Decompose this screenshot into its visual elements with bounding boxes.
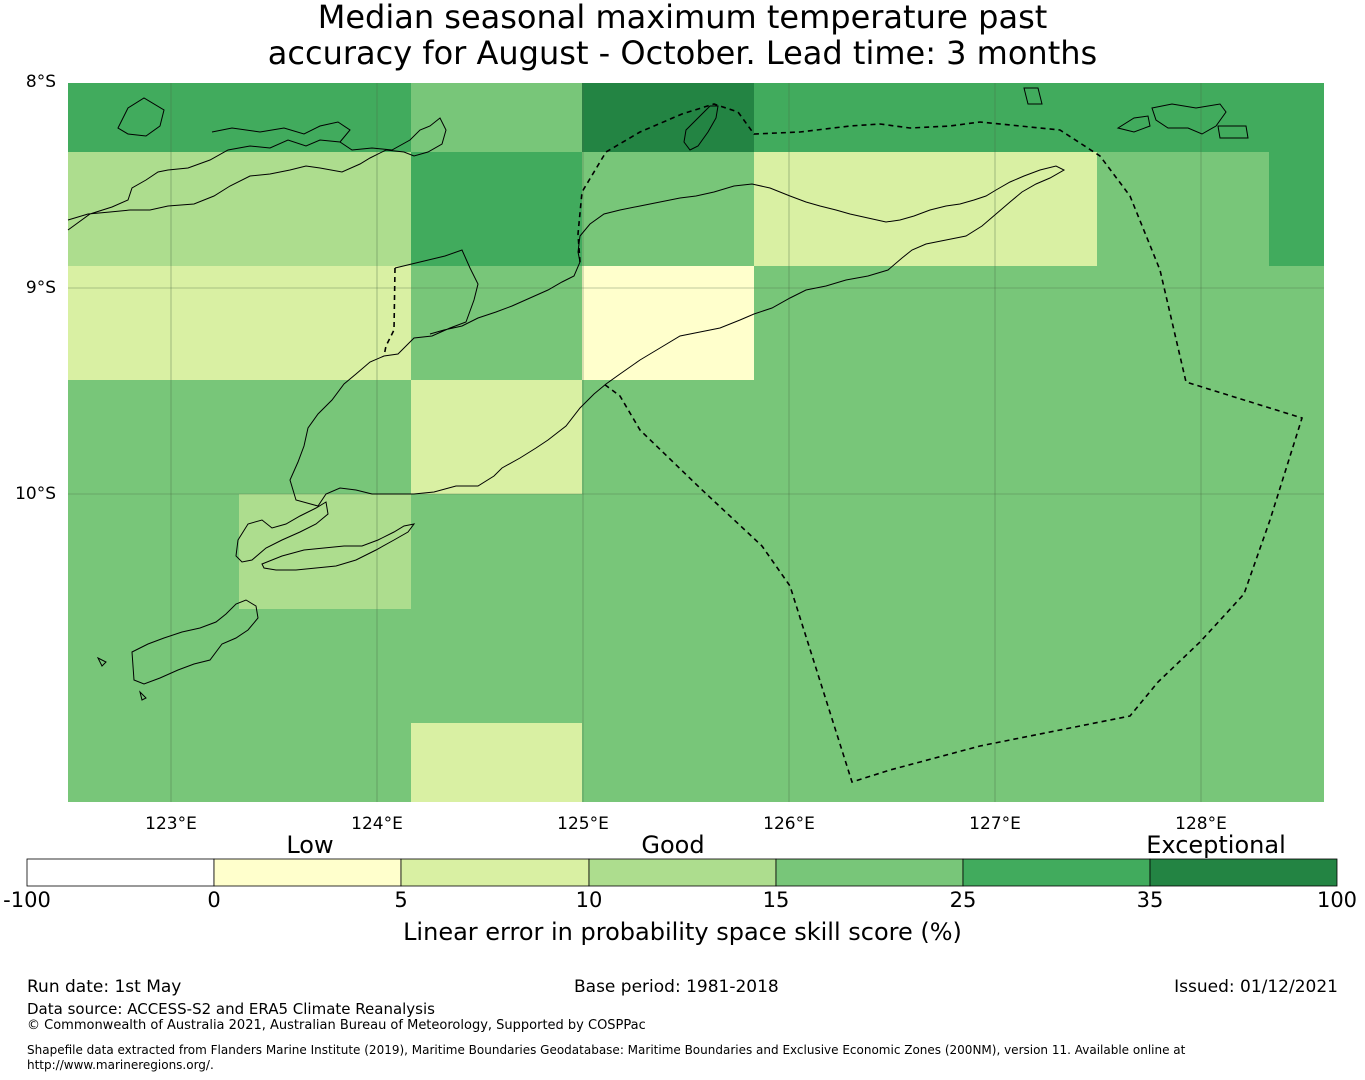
coastline-islet-sw xyxy=(96,656,147,701)
eez-north-timor xyxy=(577,103,1304,784)
coastline-islet-north xyxy=(117,97,165,137)
coastline-timor xyxy=(289,165,1066,507)
eez-west xyxy=(383,267,396,357)
skill-cell xyxy=(754,83,1324,152)
skill-cell xyxy=(411,494,1324,609)
colorbar-segment xyxy=(775,858,964,887)
copyright: © Commonwealth of Australia 2021, Austra… xyxy=(27,1018,646,1033)
skill-cell xyxy=(582,723,1324,802)
colorbar-tick: 100 xyxy=(1316,888,1358,912)
colorbar-tick: 10 xyxy=(575,888,603,912)
skill-cell xyxy=(411,152,582,266)
colorbar-title: Linear error in probability space skill … xyxy=(403,918,962,946)
skill-cell xyxy=(239,494,411,609)
skill-cell xyxy=(68,723,411,802)
lat-label-8s: 8°S xyxy=(25,72,56,92)
skill-cell xyxy=(411,723,582,802)
data-source: Data source: ACCESS-S2 and ERA5 Climate … xyxy=(27,1000,435,1018)
lat-label-10s: 10°S xyxy=(15,484,56,504)
shapefile-credit-line1: Shapefile data extracted from Flanders M… xyxy=(27,1043,1186,1057)
skill-cell xyxy=(68,152,411,266)
coastline-alor xyxy=(211,121,351,143)
skill-cell xyxy=(582,83,754,152)
eez-boundaries xyxy=(383,103,1304,784)
colorbar xyxy=(26,858,1338,887)
run-date: Run date: 1st May xyxy=(27,977,182,997)
colorbar-segment xyxy=(400,858,590,887)
colorbar-tick: 25 xyxy=(949,888,977,912)
skill-cell xyxy=(68,609,1324,723)
coastline-rote xyxy=(235,501,329,563)
colorbar-segment xyxy=(1149,858,1338,887)
colorbar-tick: 5 xyxy=(394,888,408,912)
skill-cell xyxy=(582,266,754,380)
colorbar-tick: 15 xyxy=(762,888,790,912)
issued-date: Issued: 01/12/2021 xyxy=(1174,977,1338,997)
skill-cell xyxy=(1269,152,1324,266)
skill-cells xyxy=(68,83,1324,802)
skill-cell xyxy=(68,380,411,494)
lat-label-9s: 9°S xyxy=(25,278,56,298)
coastline-island-ne2 xyxy=(1116,103,1249,139)
skill-cell xyxy=(411,380,582,494)
coastline-wetar xyxy=(683,105,719,151)
category-good: Good xyxy=(641,831,705,859)
lon-label-125e: 125°E xyxy=(557,814,609,834)
lon-label-128e: 128°E xyxy=(1175,814,1227,834)
colorbar-segment xyxy=(588,858,777,887)
map-title-line2: accuracy for August - October. Lead time… xyxy=(267,34,1098,72)
skill-cell xyxy=(68,494,239,609)
skill-cell xyxy=(582,380,1324,494)
skill-cell xyxy=(754,266,1324,380)
lon-label-124e: 124°E xyxy=(351,814,403,834)
skill-cell xyxy=(1097,152,1269,266)
colorbar-segment xyxy=(962,858,1151,887)
skill-cell xyxy=(754,152,1097,266)
lon-label-127e: 127°E xyxy=(969,814,1021,834)
skill-cell xyxy=(68,83,411,152)
colorbar-tick: 35 xyxy=(1136,888,1164,912)
colorbar-segment xyxy=(213,858,402,887)
map-title-line1: Median seasonal maximum temperature past xyxy=(317,0,1048,36)
coastline-rote-east xyxy=(261,523,416,571)
base-period: Base period: 1981-2018 xyxy=(574,977,779,997)
graticule xyxy=(68,83,1324,802)
lon-label-123e: 123°E xyxy=(145,814,197,834)
lon-label-126e: 126°E xyxy=(763,814,815,834)
skill-cell xyxy=(411,266,582,380)
category-low: Low xyxy=(286,831,334,859)
coastline-savu xyxy=(131,599,259,685)
colorbar-segment xyxy=(26,858,215,887)
coastline-island-ne1 xyxy=(1023,87,1043,105)
colorbar-tick: 0 xyxy=(207,888,221,912)
skill-cell xyxy=(411,83,582,152)
skill-cell xyxy=(582,152,754,266)
coastlines xyxy=(67,87,1249,701)
coastline-flores xyxy=(67,117,447,231)
shapefile-credit-line2: http://www.marineregions.org/. xyxy=(27,1058,214,1072)
colorbar-tick: -100 xyxy=(3,888,51,912)
category-exceptional: Exceptional xyxy=(1146,831,1286,859)
skill-cell xyxy=(68,266,411,380)
